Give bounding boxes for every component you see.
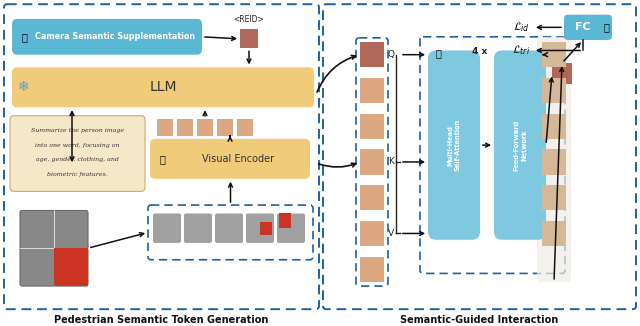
Bar — [542, 78, 566, 103]
Bar — [217, 119, 233, 136]
FancyBboxPatch shape — [12, 67, 314, 107]
Bar — [240, 29, 258, 48]
Bar — [542, 185, 566, 210]
FancyBboxPatch shape — [20, 210, 88, 286]
Bar — [260, 222, 272, 234]
Text: LLM: LLM — [149, 80, 177, 94]
Text: Q: Q — [388, 50, 395, 59]
Bar — [542, 42, 566, 67]
Bar — [279, 214, 291, 228]
Text: 🔥: 🔥 — [435, 49, 441, 59]
Bar — [542, 149, 566, 174]
Text: $\mathcal{L}_{tri}$: $\mathcal{L}_{tri}$ — [512, 44, 530, 57]
Text: ❄: ❄ — [18, 80, 30, 94]
FancyBboxPatch shape — [277, 214, 305, 243]
Bar — [542, 221, 566, 246]
Bar — [237, 119, 253, 136]
Bar — [360, 113, 384, 139]
Text: 🔥: 🔥 — [603, 22, 609, 32]
Bar — [542, 221, 566, 246]
Bar — [54, 248, 88, 286]
FancyBboxPatch shape — [10, 116, 145, 191]
FancyBboxPatch shape — [494, 51, 546, 240]
Bar — [197, 119, 213, 136]
Bar — [360, 185, 384, 210]
Bar — [360, 42, 384, 67]
Text: Visual Encoder: Visual Encoder — [202, 154, 274, 164]
Bar — [177, 119, 193, 136]
FancyBboxPatch shape — [215, 214, 243, 243]
Text: into one word, focusing on: into one word, focusing on — [35, 142, 120, 148]
FancyBboxPatch shape — [246, 214, 274, 243]
Text: Camera Semantic Supplementation: Camera Semantic Supplementation — [35, 32, 195, 41]
Text: biometric features.: biometric features. — [47, 172, 108, 177]
Text: 🔥: 🔥 — [159, 154, 165, 164]
Text: 🔥: 🔥 — [21, 32, 27, 42]
Bar — [542, 113, 566, 139]
Bar — [542, 42, 566, 67]
Text: <REID>: <REID> — [234, 15, 264, 24]
Bar — [360, 149, 384, 174]
FancyBboxPatch shape — [537, 37, 571, 282]
Text: age, gender, clothing, and: age, gender, clothing, and — [36, 157, 119, 162]
Bar — [542, 113, 566, 139]
Bar — [360, 221, 384, 246]
FancyBboxPatch shape — [12, 19, 202, 55]
Bar — [542, 185, 566, 210]
FancyBboxPatch shape — [428, 51, 480, 240]
Text: 4 x: 4 x — [472, 47, 488, 56]
Bar — [157, 119, 173, 136]
Text: FC: FC — [575, 22, 591, 32]
Bar — [360, 78, 384, 103]
Text: Pedestrian Semantic Token Generation: Pedestrian Semantic Token Generation — [54, 316, 269, 325]
Text: Feed-Forward
Network: Feed-Forward Network — [513, 120, 527, 171]
Text: V: V — [388, 229, 394, 238]
Bar — [542, 78, 566, 103]
FancyBboxPatch shape — [184, 214, 212, 243]
Text: $\mathcal{L}_{id}$: $\mathcal{L}_{id}$ — [513, 21, 530, 34]
FancyBboxPatch shape — [20, 210, 88, 286]
Bar — [542, 149, 566, 174]
Bar — [552, 63, 572, 84]
Bar — [360, 257, 384, 282]
Text: Semantic-Guided Interaction: Semantic-Guided Interaction — [401, 316, 559, 325]
FancyBboxPatch shape — [153, 214, 181, 243]
Text: Multi-Head
Self-Attention: Multi-Head Self-Attention — [447, 119, 461, 171]
Text: K: K — [388, 157, 394, 167]
FancyBboxPatch shape — [150, 139, 310, 179]
Text: Summarize the person image: Summarize the person image — [31, 128, 124, 133]
FancyBboxPatch shape — [564, 15, 612, 40]
